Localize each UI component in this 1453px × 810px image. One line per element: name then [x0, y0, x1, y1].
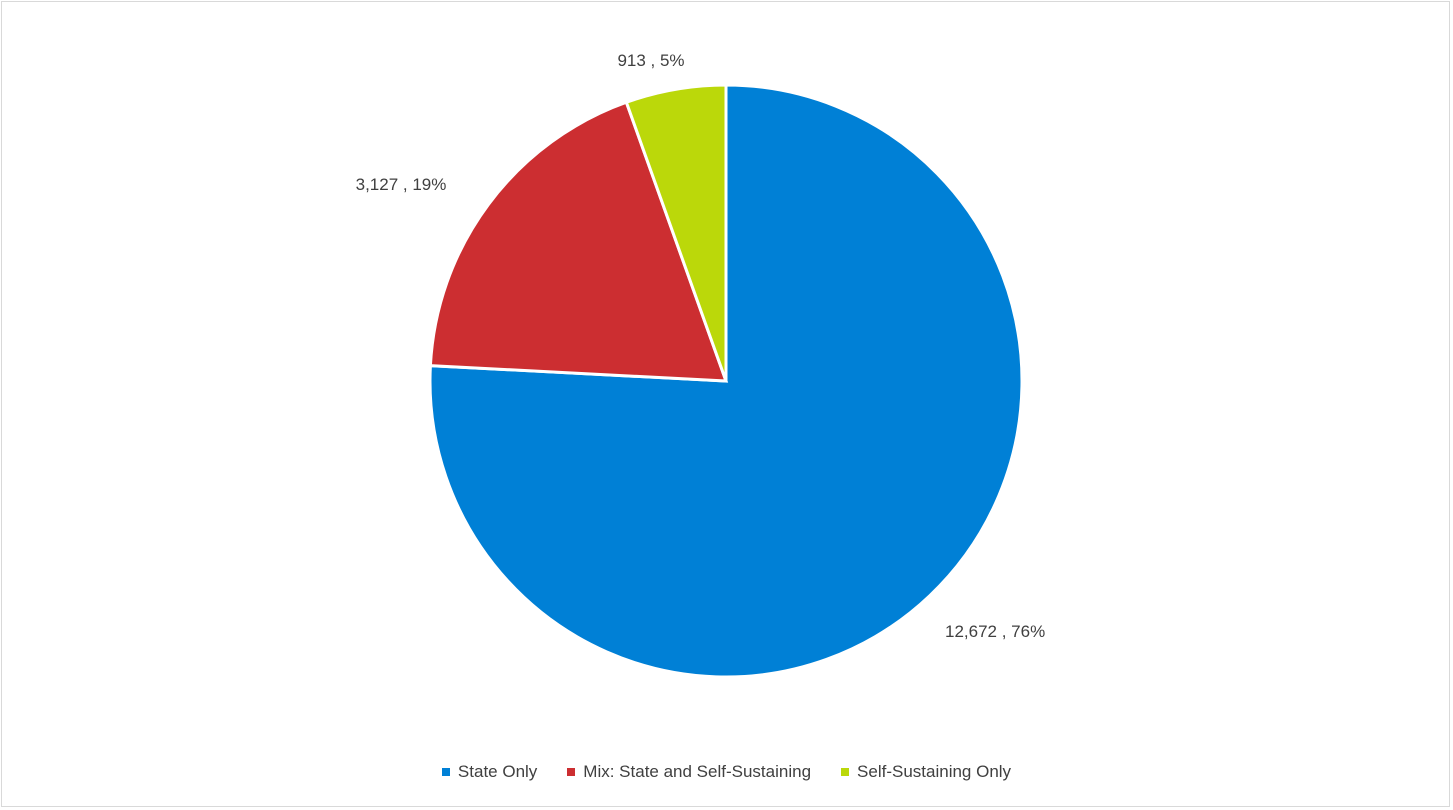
legend: State Only Mix: State and Self-Sustainin…: [0, 762, 1453, 782]
data-label-state-only: 12,672 , 76%: [945, 622, 1045, 641]
legend-swatch-state-only: [441, 768, 450, 776]
data-label-mix: 3,127 , 19%: [356, 175, 447, 194]
data-label-self-sustaining: 913 , 5%: [617, 51, 684, 70]
legend-item-state-only: State Only: [441, 762, 538, 782]
legend-label-self-sustaining: Self-Sustaining Only: [857, 762, 1012, 781]
pie-slice-state-only: [428, 83, 1024, 679]
pie-slice-self-sustaining: [624, 83, 728, 382]
pie-chart: 12,672 , 76% 3,127 , 19% 913 , 5%: [356, 51, 1045, 679]
legend-swatch-mix: [567, 768, 576, 776]
pie-slice-mix: [428, 100, 729, 383]
legend-label-state-only: State Only: [457, 762, 538, 781]
pie-slices: [428, 83, 1024, 679]
legend-item-self-sustaining: Self-Sustaining Only: [841, 762, 1011, 782]
legend-item-mix: Mix: State and Self-Sustaining: [567, 762, 811, 782]
legend-label-mix: Mix: State and Self-Sustaining: [583, 762, 812, 781]
legend-swatch-self-sustaining: [841, 768, 850, 776]
